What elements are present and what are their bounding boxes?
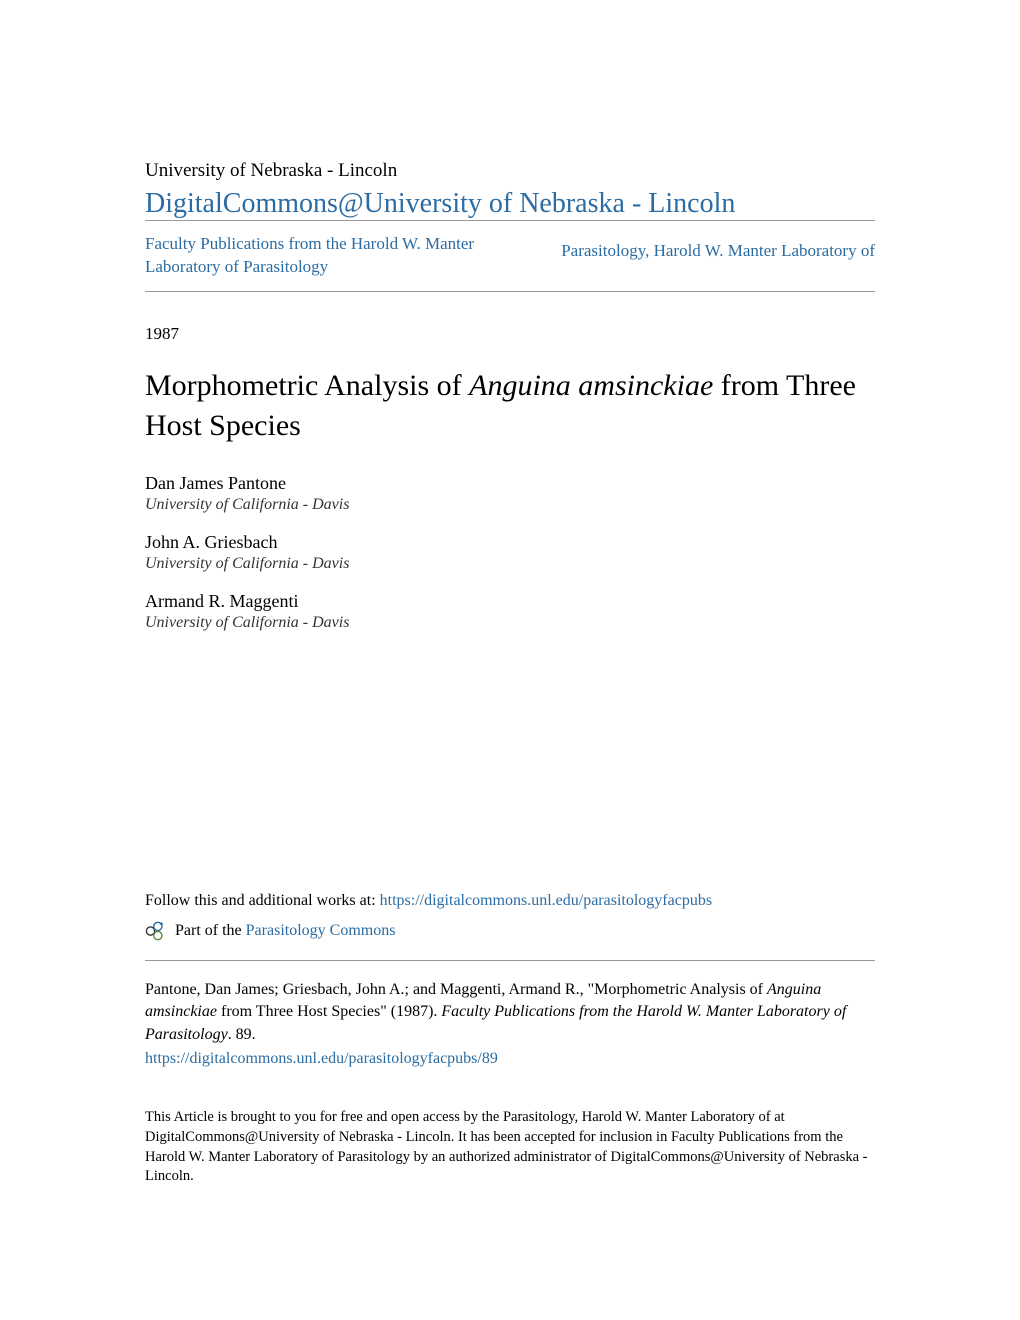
publication-year: 1987 xyxy=(145,324,875,344)
partof-prefix: Part of the xyxy=(175,922,242,940)
follow-section: Follow this and additional works at: htt… xyxy=(145,892,875,910)
citation-text: . 89. xyxy=(228,1026,256,1043)
follow-prefix: Follow this and additional works at: xyxy=(145,892,380,909)
author-block: John A. Griesbach University of Californ… xyxy=(145,532,875,573)
department-link[interactable]: Parasitology, Harold W. Manter Laborator… xyxy=(561,233,875,279)
institution-name: University of Nebraska - Lincoln xyxy=(145,160,875,182)
title-italic: Anguina amsinckiae xyxy=(469,369,713,402)
title-prefix: Morphometric Analysis of xyxy=(145,369,469,402)
collection-link[interactable]: Faculty Publications from the Harold W. … xyxy=(145,233,525,279)
citation-divider xyxy=(145,960,875,961)
citation-text: from Three Host Species" (1987). xyxy=(217,1003,441,1020)
author-name: John A. Griesbach xyxy=(145,532,875,553)
mid-divider xyxy=(145,291,875,292)
author-block: Armand R. Maggenti University of Califor… xyxy=(145,591,875,632)
article-title: Morphometric Analysis of Anguina amsinck… xyxy=(145,366,875,447)
author-affiliation: University of California - Davis xyxy=(145,614,875,632)
top-divider xyxy=(145,220,875,221)
partof-row: Part of the Parasitology Commons xyxy=(145,920,875,942)
citation-section: Pantone, Dan James; Griesbach, John A.; … xyxy=(145,979,875,1071)
follow-link[interactable]: https://digitalcommons.unl.edu/parasitol… xyxy=(380,892,712,909)
author-block: Dan James Pantone University of Californ… xyxy=(145,473,875,514)
partof-commons-link[interactable]: Parasitology Commons xyxy=(246,922,396,940)
network-icon[interactable] xyxy=(145,920,167,942)
author-name: Armand R. Maggenti xyxy=(145,591,875,612)
author-affiliation: University of California - Davis xyxy=(145,555,875,573)
author-name: Dan James Pantone xyxy=(145,473,875,494)
footer-text: This Article is brought to you for free … xyxy=(145,1108,875,1186)
citation-url-link[interactable]: https://digitalcommons.unl.edu/parasitol… xyxy=(145,1048,875,1070)
repository-link[interactable]: DigitalCommons@University of Nebraska - … xyxy=(145,188,735,219)
citation-text: Pantone, Dan James; Griesbach, John A.; … xyxy=(145,981,767,998)
author-affiliation: University of California - Davis xyxy=(145,496,875,514)
header-links-row: Faculty Publications from the Harold W. … xyxy=(145,233,875,279)
